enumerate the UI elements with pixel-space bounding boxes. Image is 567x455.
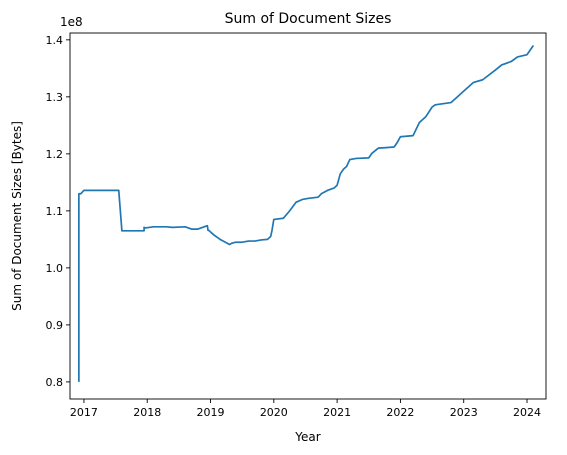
x-tick-label: 2021 bbox=[323, 406, 351, 419]
y-tick-label: 1.2 bbox=[46, 148, 64, 161]
series-line bbox=[78, 45, 535, 382]
x-tick-label: 2020 bbox=[260, 406, 288, 419]
y-axis-label: Sum of Document Sizes [Bytes] bbox=[10, 121, 24, 311]
chart-title: Sum of Document Sizes bbox=[225, 11, 392, 27]
x-axis-ticks: 2017 2018 2019 2020 2021 2022 2023 2024 bbox=[70, 399, 541, 419]
x-axis-label: Year bbox=[294, 430, 320, 444]
x-tick-label: 2024 bbox=[513, 406, 541, 419]
y-tick-label: 1.0 bbox=[46, 262, 64, 275]
y-tick-label: 0.9 bbox=[46, 319, 64, 332]
y-tick-label: 1.3 bbox=[46, 91, 64, 104]
y-tick-label: 1.1 bbox=[46, 205, 64, 218]
y-axis-ticks: 0.8 0.9 1.0 1.1 1.2 1.3 1.4 bbox=[46, 34, 70, 389]
y-tick-label: 1.4 bbox=[46, 34, 64, 47]
x-tick-label: 2018 bbox=[133, 406, 161, 419]
plot-area-frame bbox=[69, 32, 547, 400]
x-tick-label: 2017 bbox=[70, 406, 98, 419]
y-offset-label: 1e8 bbox=[60, 15, 83, 29]
x-tick-label: 2023 bbox=[450, 406, 478, 419]
x-tick-label: 2019 bbox=[197, 406, 225, 419]
y-tick-label: 0.8 bbox=[46, 376, 64, 389]
x-tick-label: 2022 bbox=[386, 406, 414, 419]
